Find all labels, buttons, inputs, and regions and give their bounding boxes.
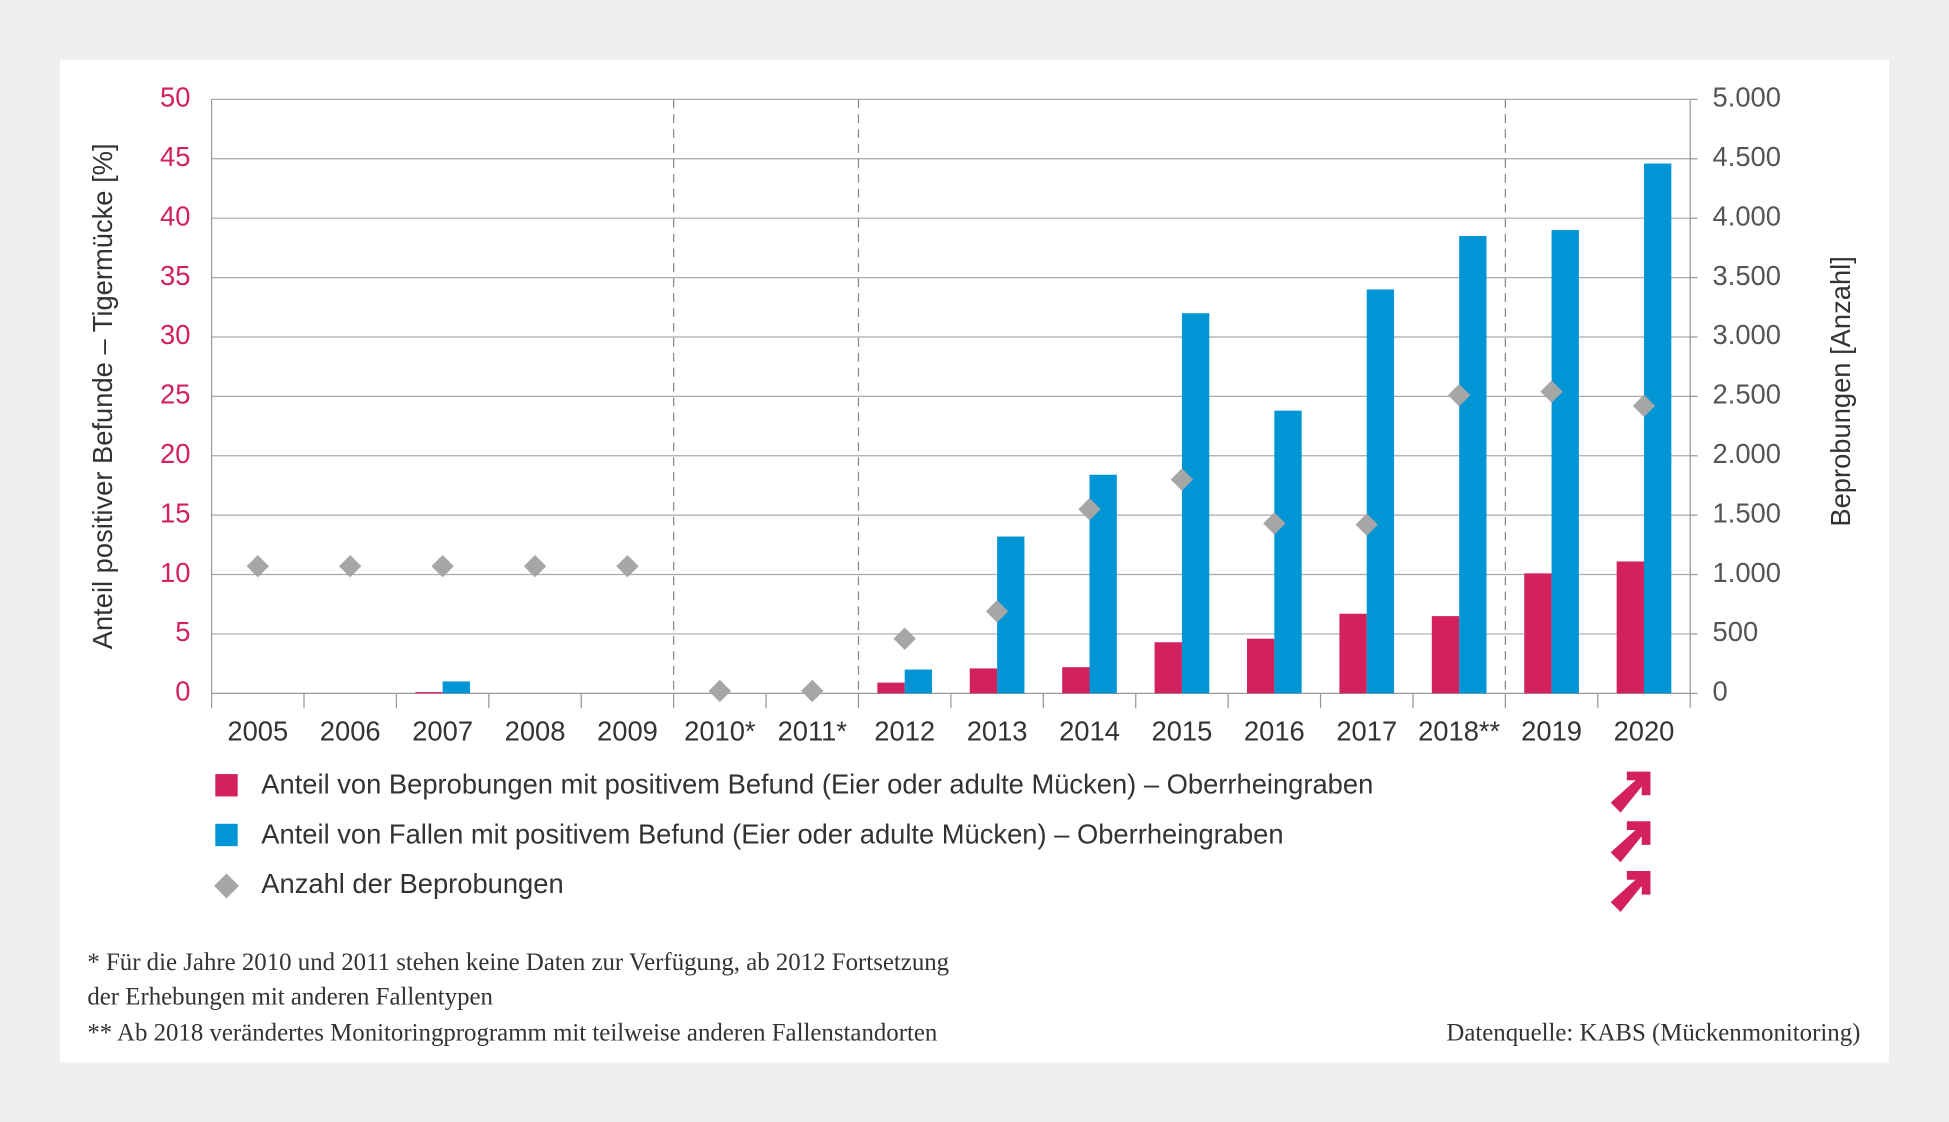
bar [1274,410,1302,694]
y2-tick-label: 4.000 [1713,200,1781,231]
bar [877,682,905,694]
bar [415,692,443,694]
bar [1616,561,1644,694]
y-tick-label: 10 [160,557,190,588]
diamond-marker [801,679,824,703]
x-tick-label: 2010* [684,715,756,746]
x-tick-label: 2019 [1521,715,1582,746]
bar [1643,163,1672,694]
diamond-marker [246,555,269,578]
x-tick-label: 2006 [320,715,381,746]
diamond-marker [708,679,732,703]
bar [1181,313,1210,694]
y2-tick-label: 3.500 [1713,260,1781,291]
y-tick-label: 35 [160,260,190,291]
y2-tick-label: 2.000 [1713,438,1781,469]
bar [1459,236,1487,694]
arrow-icon [1610,821,1651,863]
footnote: der Erhebungen mit anderen Fallentypen [87,984,493,1011]
panel [60,59,1889,1063]
x-tick-label: 2009 [597,715,658,746]
y-tick-label: 20 [160,438,190,469]
diamond-marker [1540,380,1563,403]
diamond-marker [1355,513,1378,536]
y2-tick-label: 3.000 [1713,319,1781,350]
y2-tick-label: 500 [1713,616,1759,647]
y-tick-label: 0 [175,676,190,707]
y2-tick-label: 1.000 [1713,557,1781,588]
legend-label: Anteil von Fallen mit positivem Befund (… [261,818,1283,849]
x-tick-label: 2016 [1244,715,1305,746]
bar [1551,230,1579,694]
arrow-icon [1610,871,1651,913]
y-tick-label: 40 [160,200,190,231]
bar [1247,638,1275,694]
legend-arrows [1610,771,1651,913]
x-tick-label: 2014 [1059,715,1120,746]
y-tick-label: 30 [160,319,190,350]
y-tick-label: 25 [160,379,190,410]
bar [904,669,933,694]
y2-tick-label: 5.000 [1713,82,1781,113]
y2-tick-label: 1.500 [1713,497,1781,528]
diamond-marker [339,555,362,578]
x-tick-label: 2015 [1152,715,1213,746]
x-tick-label: 2018** [1418,715,1500,746]
bar [442,681,470,694]
diamond-marker [1447,383,1471,407]
bar [1154,642,1182,694]
diamond-marker [1170,468,1194,491]
y-tick-label: 15 [160,497,190,528]
diamond-marker [523,555,547,578]
x-tick-label: 2017 [1336,715,1397,746]
arrow-icon [1610,771,1651,813]
legend-label: Anteil von Beprobungen mit positivem Bef… [261,769,1373,800]
bar [1062,667,1090,694]
legend-label: Anzahl der Beprobungen [261,868,563,899]
bar [1339,613,1367,694]
y2-tick-label: 4.500 [1713,141,1781,172]
legend-swatch [215,823,238,847]
bar [969,668,998,694]
diamond-marker [431,555,454,578]
x-tick-label: 2013 [967,715,1028,746]
x-tick-label: 2007 [412,715,473,746]
diamond-marker [985,600,1009,623]
y-tick-label: 50 [160,82,190,113]
x-tick-label: 2011* [778,715,848,746]
x-tick-label: 2008 [505,715,566,746]
diamond-marker [1078,498,1101,521]
y2-tick-label: 0 [1713,676,1728,707]
x-tick-label: 2012 [874,715,935,746]
legend-swatch [215,774,238,797]
footnote: ** Ab 2018 verändertes Monitoringprogram… [87,1020,938,1047]
data-source: Datenquelle: KABS (Mückenmonitoring) [1446,1020,1860,1047]
y-tick-label: 45 [160,141,190,172]
legend-swatch [214,873,239,899]
footnote: * Für die Jahre 2010 und 2011 stehen kei… [87,949,949,976]
bar [1431,616,1460,694]
y-tick-label: 5 [175,616,190,647]
bar [1524,573,1552,694]
y2-tick-label: 2.500 [1713,379,1781,410]
diamond-marker [616,555,639,578]
x-tick-label: 2005 [227,715,288,746]
bar [1366,289,1395,694]
x-tick-label: 2020 [1614,715,1675,746]
diamond-marker [893,627,916,650]
y-axis-title: Anteil positiver Befunde – Tigermücke [%… [87,143,118,649]
y2-axis-title: Beprobungen [Anzahl] [1825,256,1856,526]
